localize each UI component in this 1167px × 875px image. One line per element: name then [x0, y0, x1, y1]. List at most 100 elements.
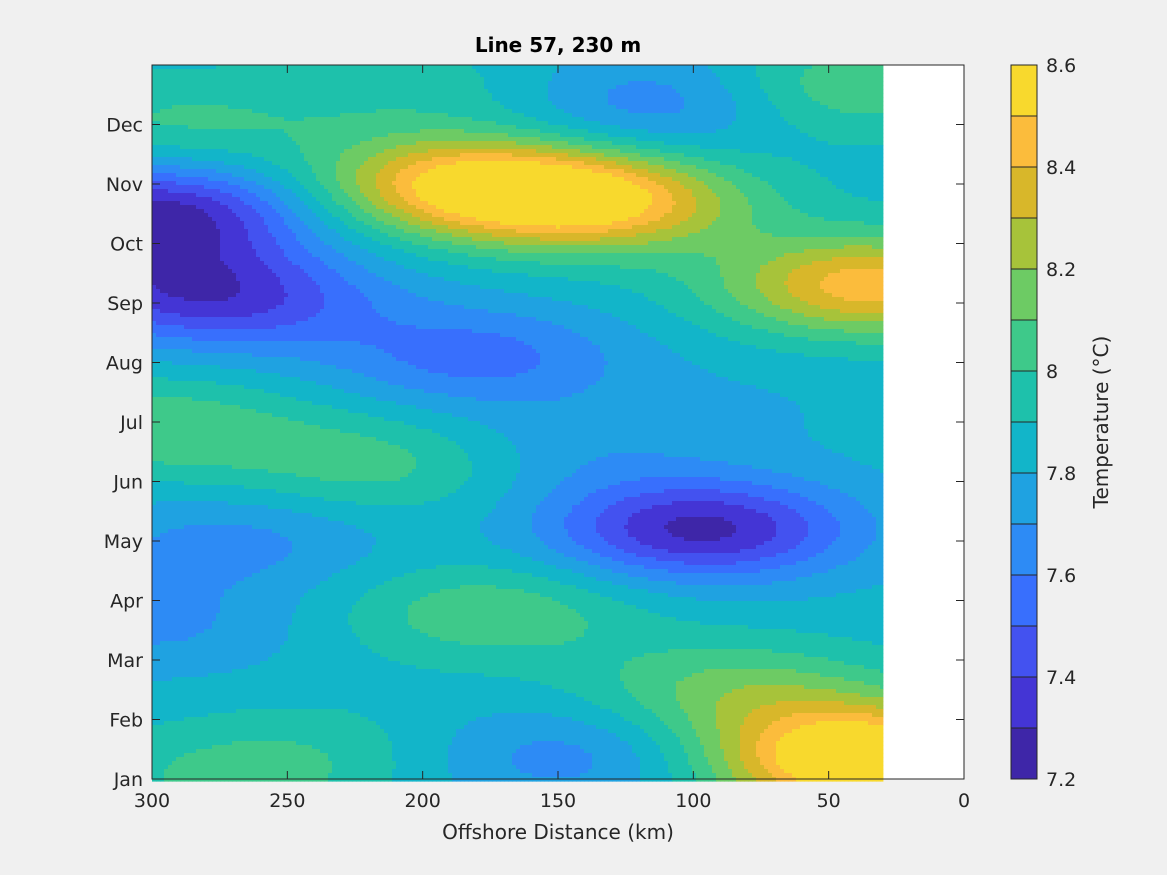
contour-cell — [296, 145, 301, 150]
contour-cell — [704, 105, 709, 110]
contour-cell — [872, 85, 877, 90]
contour-cell — [780, 129, 785, 134]
contour-cell — [872, 65, 877, 70]
contour-cell — [428, 141, 433, 146]
contour-cell — [180, 81, 185, 86]
contour-cell — [860, 129, 865, 134]
contour-cell — [252, 141, 257, 146]
contour-cell — [332, 121, 337, 126]
contour-cell — [864, 89, 869, 94]
contour-cell — [460, 109, 465, 114]
contour-cell — [548, 97, 553, 102]
contour-cell — [256, 129, 261, 134]
contour-cell — [852, 121, 857, 126]
contour-cell — [460, 81, 465, 86]
contour-cell — [848, 109, 853, 114]
contour-cell — [372, 121, 377, 126]
contour-cell — [732, 97, 737, 102]
contour-cell — [736, 81, 741, 86]
contour-cell — [264, 117, 269, 122]
contour-cell — [656, 97, 661, 102]
contour-cell — [320, 113, 325, 118]
contour-cell — [516, 101, 521, 106]
contour-cell — [464, 117, 469, 122]
contour-cell — [480, 77, 485, 82]
contour-cell — [496, 137, 501, 142]
contour-cell — [368, 97, 373, 102]
contour-cell — [784, 65, 789, 70]
contour-cell — [800, 117, 805, 122]
contour-cell — [732, 141, 737, 146]
contour-cell — [700, 137, 705, 142]
contour-cell — [392, 141, 397, 146]
contour-cell — [464, 145, 469, 150]
contour-cell — [432, 69, 437, 74]
contour-cell — [816, 93, 821, 98]
contour-cell — [648, 141, 653, 146]
contour-cell — [264, 101, 269, 106]
contour-cell — [796, 113, 801, 118]
contour-cell — [644, 109, 649, 114]
contour-cell — [820, 77, 825, 82]
contour-cell — [272, 121, 277, 126]
contour-cell — [196, 69, 201, 74]
contour-cell — [272, 129, 277, 134]
contour-cell — [524, 145, 529, 150]
contour-cell — [576, 69, 581, 74]
contour-cell — [584, 69, 589, 74]
contour-cell — [524, 129, 529, 134]
contour-cell — [196, 93, 201, 98]
contour-cell — [172, 97, 177, 102]
contour-cell — [680, 149, 685, 154]
contour-cell — [244, 73, 249, 78]
contour-cell — [716, 113, 721, 118]
contour-cell — [312, 69, 317, 74]
contour-cell — [200, 149, 205, 154]
contour-cell — [488, 77, 493, 82]
contour-cell — [632, 117, 637, 122]
contour-cell — [752, 97, 757, 102]
contour-cell — [504, 113, 509, 118]
contour-cell — [240, 109, 245, 114]
contour-cell — [652, 93, 657, 98]
contour-cell — [776, 93, 781, 98]
contour-cell — [800, 145, 805, 150]
contour-cell — [728, 117, 733, 122]
contour-cell — [744, 125, 749, 130]
contour-cell — [508, 81, 513, 86]
contour-cell — [272, 77, 277, 82]
contour-cell — [704, 93, 709, 98]
contour-cell — [280, 145, 285, 150]
contour-cell — [620, 105, 625, 110]
contour-cell — [624, 89, 629, 94]
contour-cell — [592, 97, 597, 102]
contour-cell — [380, 137, 385, 142]
contour-cell — [668, 125, 673, 130]
contour-cell — [688, 93, 693, 98]
contour-cell — [760, 69, 765, 74]
contour-cell — [364, 89, 369, 94]
contour-cell — [676, 65, 681, 70]
contour-cell — [696, 73, 701, 78]
contour-cell — [416, 133, 421, 138]
contour-cell — [324, 145, 329, 150]
contour-cell — [724, 109, 729, 114]
contour-cell — [592, 81, 597, 86]
contour-cell — [312, 121, 317, 126]
contour-cell — [700, 105, 705, 110]
contour-cell — [428, 125, 433, 130]
contour-cell — [364, 137, 369, 142]
contour-cell — [192, 117, 197, 122]
contour-cell — [636, 141, 641, 146]
contour-cell — [804, 149, 809, 154]
contour-cell — [784, 69, 789, 74]
contour-cell — [752, 65, 757, 70]
contour-cell — [228, 97, 233, 102]
contour-cell — [380, 85, 385, 90]
contour-cell — [532, 129, 537, 134]
contour-cell — [484, 101, 489, 106]
contour-cell — [468, 81, 473, 86]
contour-cell — [332, 77, 337, 82]
contour-cell — [524, 77, 529, 82]
contour-cell — [824, 65, 829, 70]
